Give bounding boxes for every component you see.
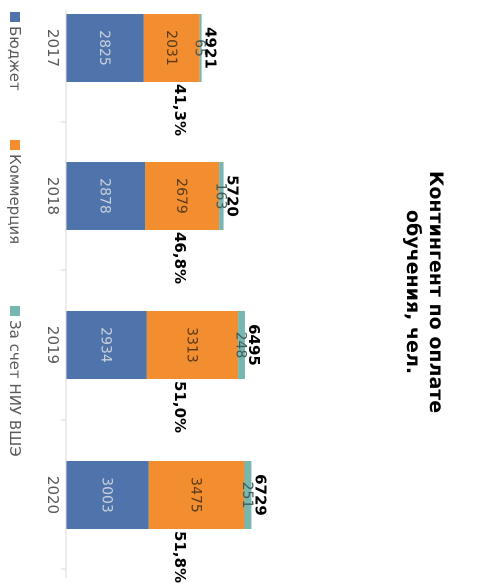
bar-segment	[199, 14, 202, 82]
total-label: 6729	[251, 474, 269, 516]
total-label: 6495	[245, 324, 263, 366]
legend-swatch	[10, 12, 20, 22]
data-label: 163	[212, 183, 228, 210]
data-label: 3475	[188, 477, 204, 513]
percent-label: 51,8%	[171, 531, 189, 583]
bar-segment	[146, 311, 239, 379]
data-label: 2934	[97, 327, 113, 363]
data-label: 2679	[173, 178, 189, 214]
legend-swatch	[10, 140, 20, 150]
category-label: 2018	[44, 177, 62, 215]
legend-label: За счет НИУ ВШЭ	[6, 320, 24, 457]
bar-segment	[65, 311, 147, 379]
category-label: 2017	[44, 29, 62, 67]
bar-segment	[66, 162, 146, 230]
data-label: 65	[192, 39, 208, 57]
data-label: 248	[233, 332, 249, 359]
category-label: 2020	[44, 476, 62, 514]
total-label: 4921	[202, 27, 220, 69]
x-axis: 2017 2018 2019 2020	[44, 10, 67, 578]
legend-label: Бюджет	[6, 26, 24, 91]
legend: Бюджет Коммерция За счет НИУ ВШЭ	[6, 12, 24, 457]
percent-label: 46,8%	[171, 232, 189, 284]
chart-title-line: Контингент по оплате	[425, 171, 447, 413]
data-label: 2825	[96, 30, 112, 66]
bar-segment	[244, 461, 252, 529]
chart-title-line: обучения, чел.	[402, 210, 424, 374]
data-label: 2031	[163, 30, 179, 66]
bar-segment	[65, 461, 149, 529]
bar-segment	[143, 14, 200, 82]
total-label: 5720	[224, 175, 242, 217]
data-label: 3003	[98, 477, 114, 513]
bar-segment	[145, 162, 220, 230]
data-label: 2878	[97, 178, 113, 214]
bar-segment	[148, 461, 245, 529]
percent-label: 51,0%	[171, 381, 189, 433]
bar-segment	[238, 311, 245, 379]
data-label: 3313	[183, 327, 199, 363]
data-label: 251	[239, 482, 255, 509]
bar-segment	[65, 14, 144, 82]
legend-label: Коммерция	[6, 154, 24, 244]
category-label: 2019	[44, 326, 62, 364]
bar-segment	[219, 162, 224, 230]
percent-label: 41,3%	[171, 84, 189, 136]
legend-swatch	[10, 306, 20, 316]
